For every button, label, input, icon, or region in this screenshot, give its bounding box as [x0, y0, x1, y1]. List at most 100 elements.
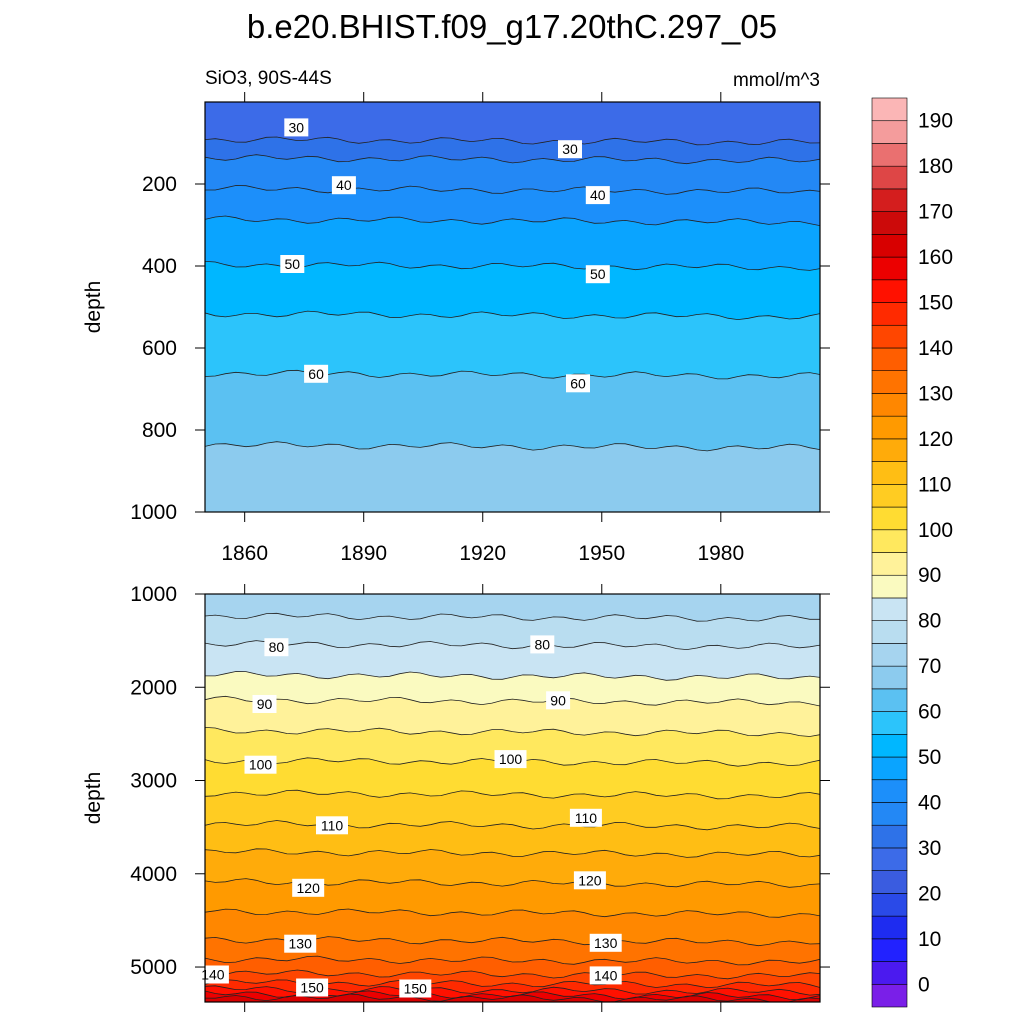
lower-contour-label: 140: [201, 967, 225, 983]
upper-contour-label-box: [331, 176, 356, 195]
colorbar-swatch: [871, 415, 908, 440]
lower-contour-label: 130: [594, 935, 618, 951]
lower-contour-label: 120: [297, 880, 321, 896]
upper-contour-band: [205, 261, 820, 320]
colorbar-swatch: [871, 688, 908, 712]
colorbar-label: 150: [918, 292, 953, 315]
colorbar-label: 110: [918, 473, 951, 496]
upper-panel: 30 30 40 40 50 50 60 60 200 400 600 800 1000 1860 189…: [82, 68, 830, 565]
colorbar-label: 20: [918, 882, 941, 905]
upper-contour-label: 60: [570, 375, 586, 391]
upper-contour-label: 60: [308, 366, 324, 382]
lower-contour-line: [205, 612, 820, 622]
upper-contour-label: 30: [289, 119, 305, 135]
lower-plot-frame: [204, 593, 821, 1003]
colorbar-swatch: [871, 279, 908, 303]
colorbar-label: 90: [918, 564, 941, 587]
lower-contour-label: 100: [499, 751, 523, 767]
colorbar-swatch: [871, 711, 908, 735]
colorbar-label: 70: [918, 655, 941, 678]
upper-contour-line: [205, 185, 820, 195]
upper-contour-band: [205, 154, 820, 195]
colorbar-swatch: [871, 620, 908, 644]
x-tick-label: 1860: [221, 542, 268, 565]
colorbar-swatch: [871, 302, 908, 326]
lower-y-axis-label: depth: [82, 772, 105, 825]
upper-contour-line: [205, 136, 820, 146]
lower-contour-band: [205, 696, 820, 737]
lower-contour-band: [205, 994, 820, 1002]
colorbar-swatch: [871, 256, 908, 281]
colorbar-swatch: [871, 847, 908, 871]
upper-contour-label-box: [585, 186, 610, 205]
upper-contour-band: [205, 216, 820, 271]
colorbar-label: 190: [918, 110, 953, 133]
lower-contour-label-box: [264, 638, 289, 657]
colorbar-swatch: [871, 484, 908, 508]
lower-contour-line: [205, 820, 820, 831]
upper-contour-band: [205, 311, 820, 379]
colorbar-swatch: [871, 143, 908, 167]
upper-contour-line: [205, 261, 820, 271]
upper-contour-line: [205, 441, 820, 452]
colorbar-swatch: [871, 211, 908, 235]
lower-contour-band: [205, 878, 820, 918]
upper-y-tick-label: 800: [142, 419, 177, 442]
upper-contour-line: [205, 215, 820, 226]
x-tick-label: 1890: [340, 542, 387, 565]
lower-contour-label-box: [589, 966, 622, 985]
colorbar-swatch: [871, 961, 908, 985]
lower-contour-band: [205, 985, 820, 1000]
colorbar-swatch: [871, 234, 908, 258]
lower-contour-label: 80: [269, 639, 285, 655]
lower-contour-label-box: [399, 979, 432, 998]
lower-contour-label-box: [573, 871, 606, 890]
colorbar-label: 120: [918, 428, 953, 451]
colorbar-swatch: [871, 461, 908, 485]
upper-contour-label-box: [304, 364, 329, 383]
colorbar-swatch: [871, 938, 908, 962]
upper-y-tick-label: 200: [142, 173, 177, 196]
colorbar-label: 80: [918, 610, 941, 633]
upper-contour-line: [205, 310, 820, 321]
lower-y-tick-label: 3000: [130, 770, 177, 793]
colorbar-swatch: [871, 506, 908, 531]
lower-contour-band: [205, 671, 820, 706]
colorbar-label: 50: [918, 746, 941, 769]
upper-contour-label-box: [284, 118, 309, 137]
upper-contour-label: 50: [590, 266, 606, 282]
colorbar-label: 0: [918, 973, 930, 996]
colorbar-swatch: [871, 552, 908, 576]
lower-contour-label-box: [589, 933, 622, 952]
lower-contour-band: [205, 727, 820, 767]
colorbar-swatch: [871, 438, 908, 462]
upper-contour-label: 40: [336, 177, 352, 193]
colorbar-label: 140: [918, 337, 953, 360]
upper-contour-label-box: [558, 140, 582, 159]
upper-contour-label: 30: [562, 141, 578, 157]
lower-contour-label-box: [296, 978, 329, 997]
lower-contour-label: 150: [300, 980, 324, 996]
colorbar-swatch: [871, 983, 908, 1008]
colorbar-swatch: [871, 893, 908, 917]
x-tick-label: 1980: [697, 542, 744, 565]
colorbar: 0 10 20 30 40 50 60 70 80 90 100 110 120 130 140 150 160…: [871, 97, 953, 1008]
lower-y-tick-label: 5000: [130, 956, 177, 979]
lower-contour-label-box: [569, 808, 602, 827]
lower-contour-label: 100: [249, 757, 273, 773]
lower-contour-line: [205, 727, 820, 737]
colorbar-swatch: [871, 733, 908, 758]
lower-contour-label: 130: [289, 936, 313, 952]
colorbar-label: 160: [918, 246, 953, 269]
lower-contour-line: [205, 848, 820, 858]
lower-contour-label: 110: [321, 817, 344, 833]
colorbar-swatch: [871, 824, 908, 849]
lower-contour-band: [205, 970, 820, 988]
lower-y-tick-label: 4000: [130, 863, 177, 886]
lower-contour-band: [205, 848, 820, 888]
upper-contour-label-box: [566, 374, 590, 393]
lower-y-tick-label: 2000: [130, 676, 177, 699]
upper-contour-label: 40: [590, 187, 606, 203]
upper-y-tick-label: 1000: [130, 501, 177, 524]
colorbar-label: 60: [918, 701, 941, 724]
